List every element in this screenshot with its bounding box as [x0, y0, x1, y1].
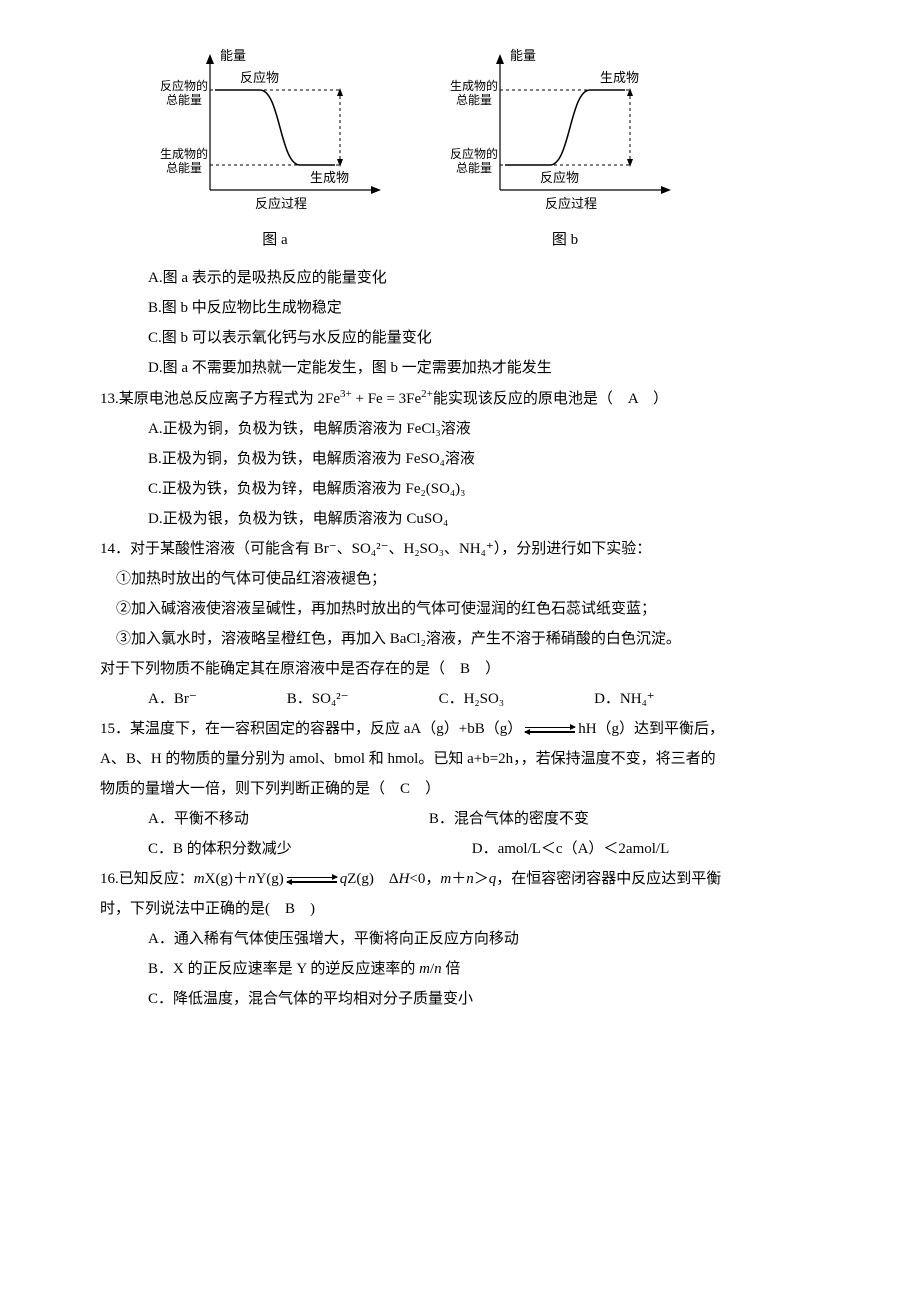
q12-option-d: D.图 a 不需要加热就一定能发生，图 b 一定需要加热才能发生 — [148, 353, 860, 383]
svg-text:反应物: 反应物 — [240, 70, 279, 85]
q13-option-b: B.正极为铜，负极为铁，电解质溶液为 FeSO₄溶液 — [148, 444, 860, 474]
q14-s3: ③加入氯水时，溶液略呈橙红色，再加入 BaCl₂溶液，产生不溶于稀硝酸的白色沉淀… — [116, 624, 860, 654]
svg-text:总能量: 总能量 — [166, 161, 202, 175]
q13-stem-mid1: + Fe = 3Fe — [352, 391, 421, 407]
svg-text:能量: 能量 — [220, 48, 246, 63]
q16-option-c: C．降低温度，混合气体的平均相对分子质量变小 — [148, 984, 860, 1014]
q15-l3-end: ） — [425, 781, 440, 797]
q14-option-d: D．NH₄⁺ — [594, 684, 655, 714]
q16-line2: 时，下列说法中正确的是( B ) — [100, 894, 860, 924]
equilibrium-arrows-icon — [525, 725, 575, 735]
q16-l1a: 16.已知反应： — [100, 871, 194, 887]
q15-answer: C — [400, 781, 410, 797]
q16-gt: ＞ — [474, 871, 489, 887]
svg-text:反应物的: 反应物的 — [450, 146, 498, 161]
q16-l1d: Z(g) Δ — [347, 871, 398, 887]
q14-option-b: B．SO₄²⁻ — [287, 684, 349, 714]
q15-l1-pre: 15．某温度下，在一容积固定的容器中，反应 aA（g）+bB（g） — [100, 721, 522, 737]
q16-l1g: ，在恒容密闭容器中反应达到平衡 — [496, 871, 721, 887]
q15-l1-post: hH（g）达到平衡后， — [578, 721, 724, 737]
diagram-b-svg: 能量 生成物的 总能量 反应物的 总能量 生成物 反应物 反应过程 — [450, 40, 680, 210]
diagram-a-svg: 能量 反应物的 总能量 生成物的 总能量 反应物 生成物 反应过程 — [160, 40, 390, 210]
svg-text:生成物的: 生成物的 — [450, 78, 498, 93]
q14-s1: ①加热时放出的气体可使品红溶液褪色； — [116, 564, 860, 594]
q15-option-d: D．amol/L＜c（A）＜2amol/L — [472, 834, 669, 864]
q13-option-a: A.正极为铜，负极为铁，电解质溶液为 FeCl₃溶液 — [148, 414, 860, 444]
equilibrium-arrows-icon-2 — [287, 875, 337, 885]
q16-n3: n — [434, 961, 442, 977]
q15-option-b: B．混合气体的密度不变 — [429, 804, 589, 834]
q16-l1c: Y(g) — [255, 871, 283, 887]
q14-stem: 14．对于某酸性溶液（可能含有 Br⁻、SO₄²⁻、H₂SO₃、NH₄⁺），分别… — [100, 534, 860, 564]
q15-l3-pre: 物质的量增大一倍，则下列判断正确的是（ — [100, 781, 385, 797]
q16-l1b: X(g)＋ — [205, 871, 248, 887]
svg-text:反应物的: 反应物的 — [160, 78, 208, 93]
q15-line1: 15．某温度下，在一容积固定的容器中，反应 aA（g）+bB（g） hH（g）达到… — [100, 714, 860, 744]
q16-b-post: 倍 — [442, 961, 461, 977]
q13-option-d: D.正极为银，负极为铁，电解质溶液为 CuSO₄ — [148, 504, 860, 534]
svg-text:总能量: 总能量 — [166, 93, 202, 107]
diagram-a-caption: 图 a — [160, 225, 390, 255]
q16-b-pre: B．X 的正反应速率是 Y 的逆反应速率的 — [148, 961, 419, 977]
q16-m3: m — [419, 961, 430, 977]
q13-stem-end: ） — [653, 391, 668, 407]
q13-stem: 13.某原电池总反应离子方程式为 2Fe3+ + Fe = 3Fe2+能实现该反… — [100, 383, 860, 414]
q14-answer: B — [460, 661, 470, 677]
q16-line1: 16.已知反应：mX(g)＋nY(g)qZ(g) ΔH<0，m＋n＞q，在恒容密… — [100, 864, 860, 894]
q16-option-b: B．X 的正反应速率是 Y 的逆反应速率的 m/n 倍 — [148, 954, 860, 984]
q16-m1: m — [194, 871, 205, 887]
svg-text:能量: 能量 — [510, 48, 536, 63]
q15-options-row2: C．B 的体积分数减少 D．amol/L＜c（A）＜2amol/L — [148, 834, 860, 864]
q12-option-a: A.图 a 表示的是吸热反应的能量变化 — [148, 263, 860, 293]
q15-line2: A、B、H 的物质的量分别为 amol、bmol 和 hmol。已知 a+b=2… — [100, 744, 860, 774]
q14-options: A．Br⁻ B．SO₄²⁻ C．H₂SO₃ D．NH₄⁺ — [148, 684, 860, 714]
q14-ask-pre: 对于下列物质不能确定其在原溶液中是否存在的是（ — [100, 661, 445, 677]
energy-diagrams: 能量 反应物的 总能量 生成物的 总能量 反应物 生成物 反应过程 图 a — [160, 40, 860, 255]
q16-option-a: A．通入稀有气体使压强增大，平衡将向正反应方向移动 — [148, 924, 860, 954]
svg-text:生成物: 生成物 — [600, 70, 639, 85]
q15-option-a: A．平衡不移动 — [148, 804, 249, 834]
svg-text:反应物: 反应物 — [540, 170, 579, 185]
q14-ask-end: ） — [485, 661, 500, 677]
q13-stem-post: 能实现该反应的原电池是（ — [433, 391, 613, 407]
q14-option-c: C．H₂SO₃ — [439, 684, 504, 714]
q16-l1f: ＋ — [451, 871, 466, 887]
svg-text:生成物的: 生成物的 — [160, 146, 208, 161]
q16-n2: n — [466, 871, 474, 887]
q14-option-a: A．Br⁻ — [148, 684, 197, 714]
svg-text:总能量: 总能量 — [456, 161, 492, 175]
diagram-b-caption: 图 b — [450, 225, 680, 255]
q16-m2: m — [440, 871, 451, 887]
q16-l1e: 0， — [418, 871, 441, 887]
q13-option-c: C.正极为铁，负极为锌，电解质溶液为 Fe₂(SO₄)₃ — [148, 474, 860, 504]
svg-text:总能量: 总能量 — [456, 93, 492, 107]
q12-option-b: B.图 b 中反应物比生成物稳定 — [148, 293, 860, 323]
q16-l2-end: ) — [310, 901, 315, 917]
svg-text:反应过程: 反应过程 — [255, 196, 307, 210]
q13-stem-pre: 13.某原电池总反应离子方程式为 2Fe — [100, 391, 340, 407]
q14-ask: 对于下列物质不能确定其在原溶液中是否存在的是（ B ） — [100, 654, 860, 684]
q15-options-row1: A．平衡不移动 B．混合气体的密度不变 — [148, 804, 860, 834]
svg-text:生成物: 生成物 — [310, 170, 349, 185]
q13-answer: A — [628, 391, 638, 407]
q16-l2-pre: 时，下列说法中正确的是( — [100, 901, 270, 917]
q14-s2: ②加入碱溶液使溶液呈碱性，再加热时放出的气体可使湿润的红色石蕊试纸变蓝； — [116, 594, 860, 624]
diagram-a: 能量 反应物的 总能量 生成物的 总能量 反应物 生成物 反应过程 图 a — [160, 40, 390, 255]
q15-option-c: C．B 的体积分数减少 — [148, 834, 292, 864]
q16-answer: B — [285, 901, 295, 917]
q15-line3: 物质的量增大一倍，则下列判断正确的是（ C ） — [100, 774, 860, 804]
q16-H: H — [399, 871, 410, 887]
svg-text:反应过程: 反应过程 — [545, 196, 597, 210]
q12-option-c: C.图 b 可以表示氧化钙与水反应的能量变化 — [148, 323, 860, 353]
diagram-b: 能量 生成物的 总能量 反应物的 总能量 生成物 反应物 反应过程 图 b — [450, 40, 680, 255]
